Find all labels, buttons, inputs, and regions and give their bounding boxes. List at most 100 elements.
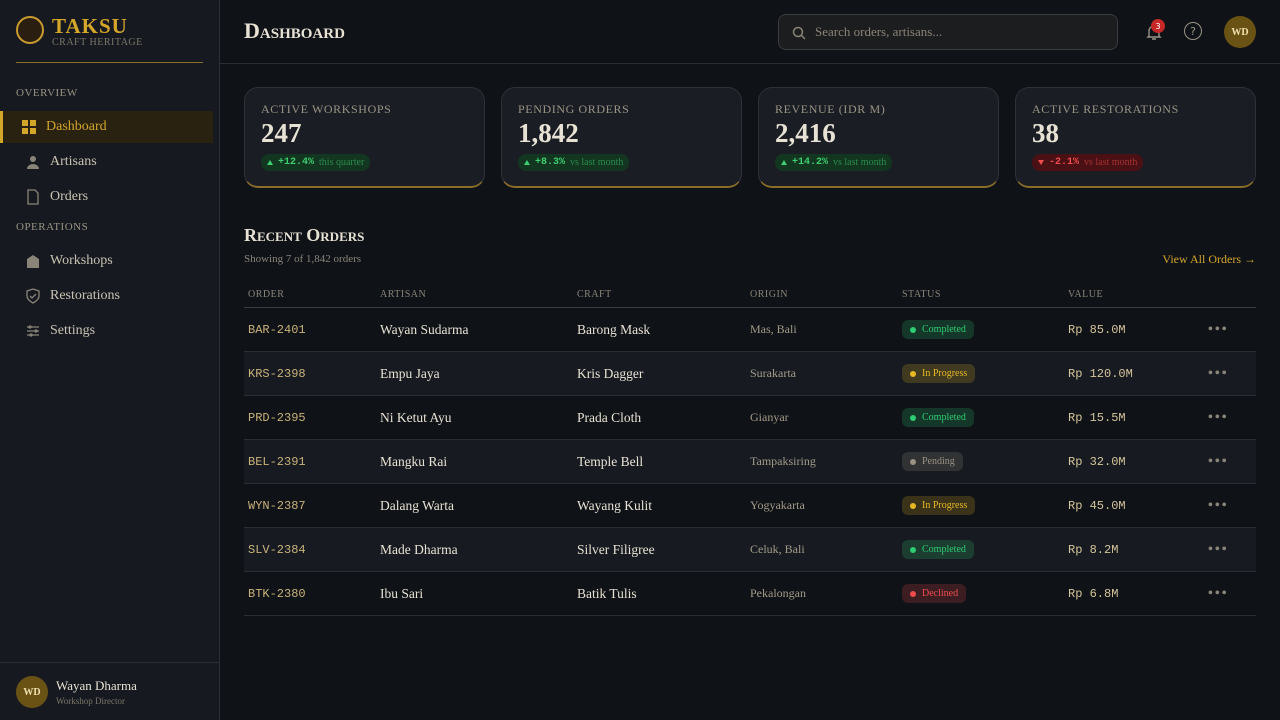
nav-label: Workshops	[50, 253, 113, 268]
row-actions[interactable]: •••	[1208, 453, 1229, 469]
row-actions[interactable]: •••	[1208, 321, 1229, 337]
cell-status: Completed	[902, 320, 1068, 339]
cell-value: Rp 6.8M	[1068, 586, 1119, 601]
nav-icon	[22, 120, 36, 134]
cell-status: In Progress	[902, 364, 1068, 383]
table-row[interactable]: KRS-2398 Empu Jaya Kris Dagger Surakarta In …	[244, 352, 1256, 396]
search-placeholder: Search orders, artisans...	[815, 24, 943, 39]
table-row[interactable]: BEL-2391 Mangku Rai Temple Bell Tampaksirin…	[244, 440, 1256, 484]
table-row[interactable]: SLV-2384 Made Dharma Silver Filigree Celuk,…	[244, 528, 1256, 572]
row-actions[interactable]: •••	[1208, 365, 1229, 381]
stat-card: PENDING ORDERS 1,842 +8.3% vs last month	[501, 87, 742, 188]
status-pill: In Progress	[902, 496, 976, 515]
stat-change-value: -2.1%	[1049, 157, 1080, 168]
column-header: ORDER	[248, 289, 285, 300]
status-label: Declined	[922, 588, 959, 599]
table-row[interactable]: WYN-2387 Dalang Warta Wayang Kulit Yogyakar…	[244, 484, 1256, 528]
brand-tagline: CRAFT HERITAGE	[52, 37, 143, 48]
nav-item[interactable]: Orders	[0, 181, 213, 213]
user-avatar: WD	[16, 676, 48, 708]
cell-origin: Gianyar	[750, 410, 789, 424]
notification-badge: 3	[1151, 19, 1165, 33]
top-bar: Dashboard Search orders, artisans... 3 ?…	[220, 0, 1280, 64]
stat-card: REVENUE (IDR M) 2,416 +14.2% vs last month	[758, 87, 999, 188]
status-pill: Completed	[902, 320, 974, 339]
stat-label: REVENUE (IDR M)	[775, 102, 886, 116]
section-subtitle: Showing 7 of 1,842 orders	[244, 253, 362, 265]
cell-craft: Batik Tulis	[577, 585, 637, 601]
cell-order: BAR-2401	[248, 322, 306, 337]
stat-period: this quarter	[319, 157, 365, 168]
nav-item[interactable]: Settings	[0, 315, 213, 347]
status-label: Completed	[922, 412, 966, 423]
cell-origin: Yogyakarta	[750, 498, 805, 512]
nav-icon	[27, 325, 39, 337]
status-dot	[910, 370, 916, 377]
status-label: Pending	[922, 456, 955, 467]
user-panel[interactable]: WD Wayan Dharma Workshop Director	[0, 662, 219, 720]
table-row[interactable]: PRD-2395 Ni Ketut Ayu Prada Cloth Gianyar Co…	[244, 396, 1256, 440]
cell-status: Pending	[902, 452, 1068, 471]
nav-item[interactable]: Restorations	[0, 280, 213, 312]
status-dot	[910, 546, 916, 553]
nav-section-title: OPERATIONS	[16, 221, 89, 233]
trend-arrow	[781, 160, 787, 165]
cell-craft: Barong Mask	[577, 321, 651, 337]
cell-order: SLV-2384	[248, 542, 306, 557]
stat-change: +14.2% vs last month	[775, 154, 893, 171]
cell-craft: Temple Bell	[577, 453, 644, 469]
header-avatar[interactable]: WD	[1224, 16, 1256, 48]
row-actions[interactable]: •••	[1208, 541, 1229, 557]
cell-value: Rp 32.0M	[1068, 454, 1126, 469]
cell-craft: Silver Filigree	[577, 541, 655, 557]
stat-label: PENDING ORDERS	[518, 102, 630, 116]
cell-value: Rp 45.0M	[1068, 498, 1126, 513]
row-actions[interactable]: •••	[1208, 497, 1229, 513]
page-title: Dashboard	[244, 18, 345, 43]
column-header: ARTISAN	[380, 289, 427, 300]
nav-icon	[27, 189, 39, 205]
section-title: Recent Orders	[244, 225, 365, 245]
search-input[interactable]: Search orders, artisans...	[778, 14, 1118, 50]
cell-status: Completed	[902, 540, 1068, 559]
cell-craft: Kris Dagger	[577, 365, 644, 381]
table-row[interactable]: BAR-2401 Wayan Sudarma Barong Mask Mas, Bal…	[244, 308, 1256, 352]
row-actions[interactable]: •••	[1208, 409, 1229, 425]
stat-value: 1,842	[518, 118, 579, 148]
status-label: In Progress	[922, 500, 968, 511]
nav-item[interactable]: Dashboard	[0, 111, 213, 143]
status-pill: Completed	[902, 540, 974, 559]
cell-value: Rp 120.0M	[1068, 366, 1133, 381]
help-button[interactable]: ?	[1184, 22, 1202, 40]
logo	[16, 16, 44, 44]
status-dot	[910, 326, 916, 333]
row-actions[interactable]: •••	[1208, 585, 1229, 601]
cell-artisan: Mangku Rai	[380, 453, 448, 469]
status-label: Completed	[922, 324, 966, 335]
view-all-link[interactable]: View All Orders →	[1162, 252, 1256, 266]
nav-item[interactable]: Workshops	[0, 245, 213, 277]
cell-value: Rp 85.0M	[1068, 322, 1126, 337]
nav-item[interactable]: Artisans	[0, 146, 213, 178]
nav-icon	[26, 288, 40, 304]
cell-artisan: Dalang Warta	[380, 497, 455, 513]
table-row[interactable]: BTK-2380 Ibu Sari Batik Tulis Pekalongan Dec…	[244, 572, 1256, 616]
status-dot	[910, 414, 916, 421]
nav-label: Restorations	[50, 288, 120, 303]
column-header: VALUE	[1068, 289, 1104, 300]
cell-value: Rp 15.5M	[1068, 410, 1126, 425]
cell-craft: Prada Cloth	[577, 409, 642, 425]
status-pill: Declined	[902, 584, 967, 603]
nav-label: Orders	[50, 189, 89, 204]
brand-name: TAKSU	[52, 14, 128, 38]
cell-origin: Celuk, Bali	[750, 542, 805, 556]
search-icon	[792, 26, 806, 40]
nav-label: Settings	[50, 323, 96, 338]
stat-change-value: +12.4%	[278, 157, 315, 168]
status-pill: Pending	[902, 452, 963, 471]
column-header: STATUS	[902, 289, 941, 300]
column-header: CRAFT	[577, 289, 612, 300]
orders-table: ORDER ARTISAN CRAFT ORIGIN STATUS VALUE BAR-24…	[244, 282, 1256, 616]
